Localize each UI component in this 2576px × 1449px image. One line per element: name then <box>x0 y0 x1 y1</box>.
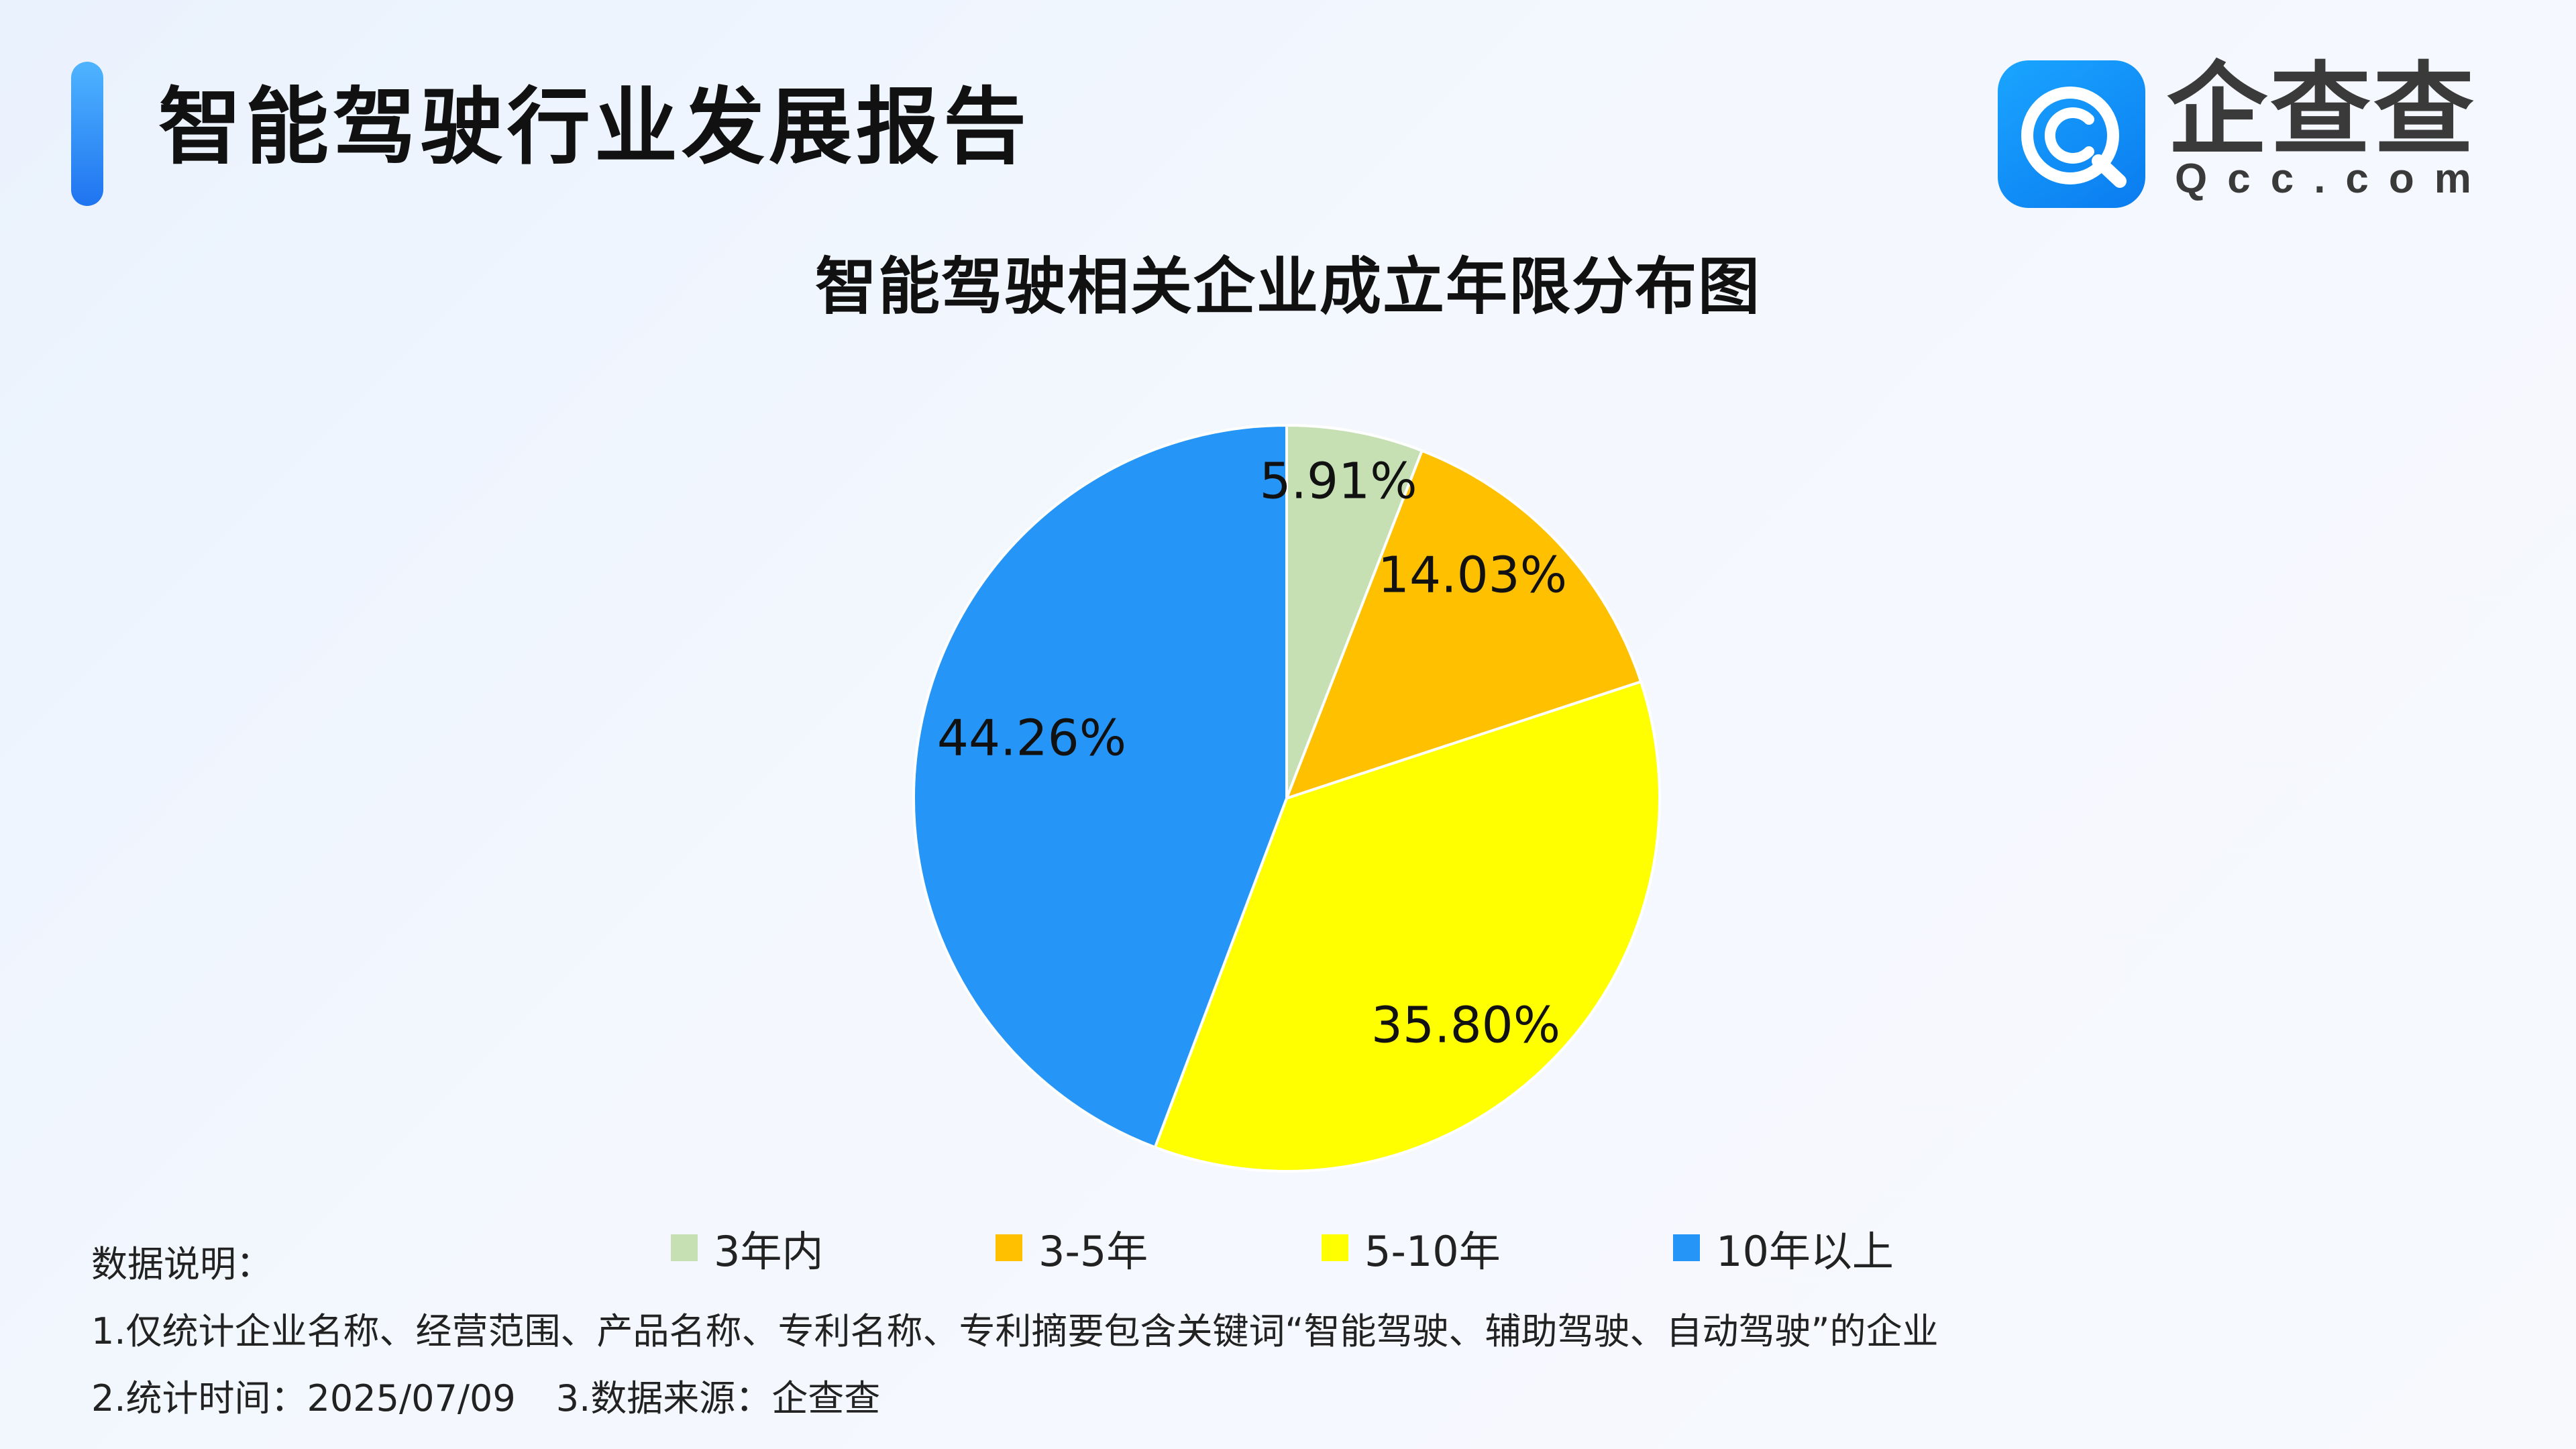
header-accent-bar <box>71 62 103 206</box>
legend-label-1: 3-5年 <box>1038 1227 1148 1276</box>
legend-item-0: 3年内 <box>671 1214 823 1281</box>
qcc-logo-icon <box>1998 60 2145 208</box>
pie-slice-3 <box>912 423 1288 1149</box>
legend-swatch-1 <box>996 1234 1022 1261</box>
chart-title: 智能驾驶相关企业成立年限分布图 <box>814 251 1761 323</box>
pie-slice-2 <box>1153 680 1662 1173</box>
slice-label-3: 44.26% <box>937 710 1126 767</box>
legend-item-2: 5-10年 <box>1322 1214 1501 1281</box>
slice-label-1: 14.03% <box>1378 547 1567 604</box>
legend-label-2: 5-10年 <box>1364 1227 1501 1276</box>
legend-item-3: 10年以上 <box>1673 1214 1894 1281</box>
legend-label-3: 10年以上 <box>1716 1227 1894 1276</box>
notes-source: 3.数据来源：企查查 <box>555 1377 881 1419</box>
legend-swatch-2 <box>1322 1234 1348 1261</box>
logo-url: Qcc.com <box>2175 156 2491 202</box>
notes-time: 2.统计时间：2025/07/09 <box>91 1377 516 1419</box>
slice-label-2: 35.80% <box>1371 997 1560 1055</box>
chart-legend: 3年内 3-5年 5-10年 10年以上 <box>0 1214 2576 1281</box>
slice-label-0: 5.91% <box>1259 453 1417 511</box>
logo-name: 企查查 <box>2167 52 2477 169</box>
notes-line-2: 2.统计时间：2025/07/09 3.数据来源：企查查 <box>91 1365 1938 1432</box>
data-notes: 数据说明： 1.仅统计企业名称、经营范围、产品名称、专利名称、专利摘要包含关键词… <box>91 1231 1938 1432</box>
notes-heading: 数据说明： <box>91 1243 272 1285</box>
notes-line-1: 1.仅统计企业名称、经营范围、产品名称、专利名称、专利摘要包含关键词“智能驾驶、… <box>91 1310 1939 1352</box>
pie-slice-0 <box>1285 423 1424 799</box>
legend-item-1: 3-5年 <box>996 1214 1148 1281</box>
legend-swatch-0 <box>671 1234 698 1261</box>
legend-swatch-3 <box>1673 1234 1700 1261</box>
pie-slice-1 <box>1284 449 1643 801</box>
legend-label-0: 3年内 <box>714 1227 824 1276</box>
report-title: 智能驾驶行业发展报告 <box>158 79 1031 176</box>
